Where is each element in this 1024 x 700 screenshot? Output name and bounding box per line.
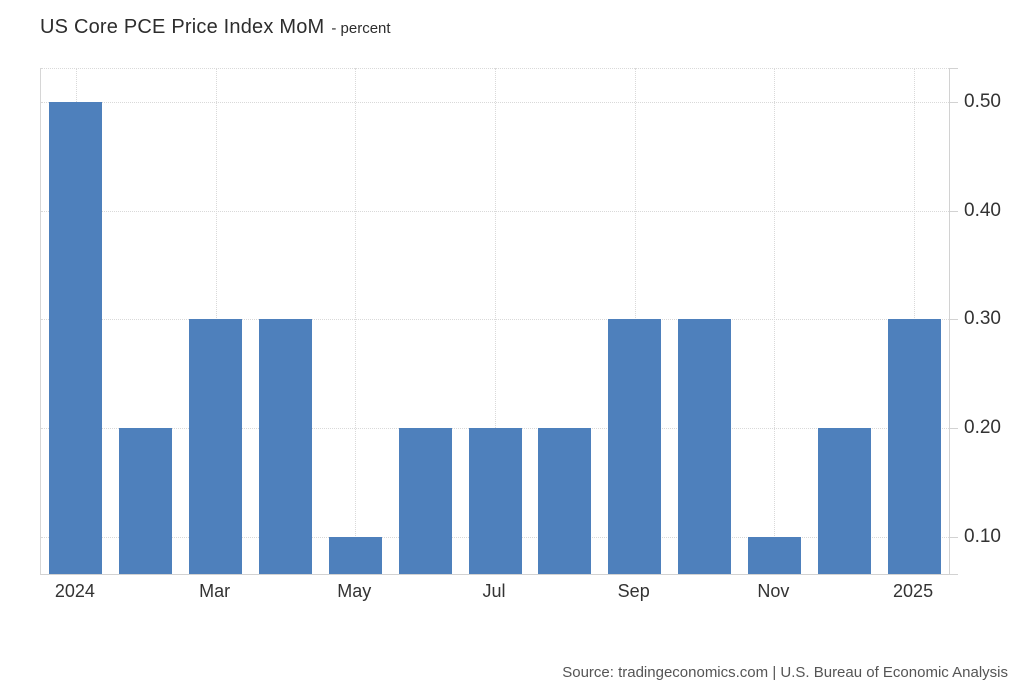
- bar-apr-2024[interactable]: [258, 319, 312, 574]
- y-tick-label: 0.40: [964, 199, 1001, 221]
- bar-nov-2024[interactable]: [747, 537, 801, 574]
- bar-sep-2024[interactable]: [608, 319, 662, 574]
- chart-title: US Core PCE Price Index MoM: [40, 16, 325, 38]
- source-attribution: Source: tradingeconomics.com | U.S. Bure…: [562, 664, 1008, 681]
- bar-mar-2024[interactable]: [189, 319, 243, 574]
- y-tick-label: 0.30: [964, 308, 1001, 330]
- y-axis-tick: [949, 428, 958, 430]
- plot-area: [40, 68, 950, 575]
- x-tick-label: May: [337, 581, 372, 601]
- x-tick-label: Jul: [482, 581, 506, 601]
- bar-jan-2024[interactable]: [49, 101, 103, 574]
- bar-aug-2024[interactable]: [538, 428, 592, 574]
- bar-jan-2025[interactable]: [887, 319, 941, 574]
- bar-jun-2024[interactable]: [398, 428, 452, 574]
- gridline-vertical: [355, 68, 357, 574]
- y-tick-label: 0.10: [964, 526, 1001, 547]
- x-tick-label: 2024: [54, 581, 95, 601]
- y-tick-label: 0.20: [964, 417, 1001, 439]
- gridline-vertical: [495, 68, 496, 574]
- chart-header: US Core PCE Price Index MoM - percent: [40, 16, 391, 39]
- bar-jul-2024[interactable]: [468, 428, 522, 574]
- x-tick-label: Sep: [617, 581, 650, 601]
- bar-feb-2024[interactable]: [119, 428, 173, 574]
- y-tick-label: 0.50: [964, 90, 1001, 112]
- bar-oct-2024[interactable]: [678, 319, 732, 574]
- x-tick-label: Nov: [757, 581, 790, 601]
- y-axis-tick: [949, 210, 958, 212]
- y-axis-tick: [949, 319, 958, 321]
- bar-may-2024[interactable]: [328, 537, 382, 574]
- y-axis-tick: [949, 101, 958, 103]
- bar-dec-2024[interactable]: [817, 428, 871, 574]
- y-axis-tick: [949, 537, 958, 538]
- chart-subtitle-unit: - percent: [331, 20, 391, 37]
- y-axis-tick: [949, 574, 958, 575]
- gridline-vertical: [774, 68, 776, 574]
- x-tick-label: Mar: [199, 581, 231, 601]
- x-tick-label: 2025: [893, 581, 934, 601]
- y-axis-tick: [949, 68, 958, 69]
